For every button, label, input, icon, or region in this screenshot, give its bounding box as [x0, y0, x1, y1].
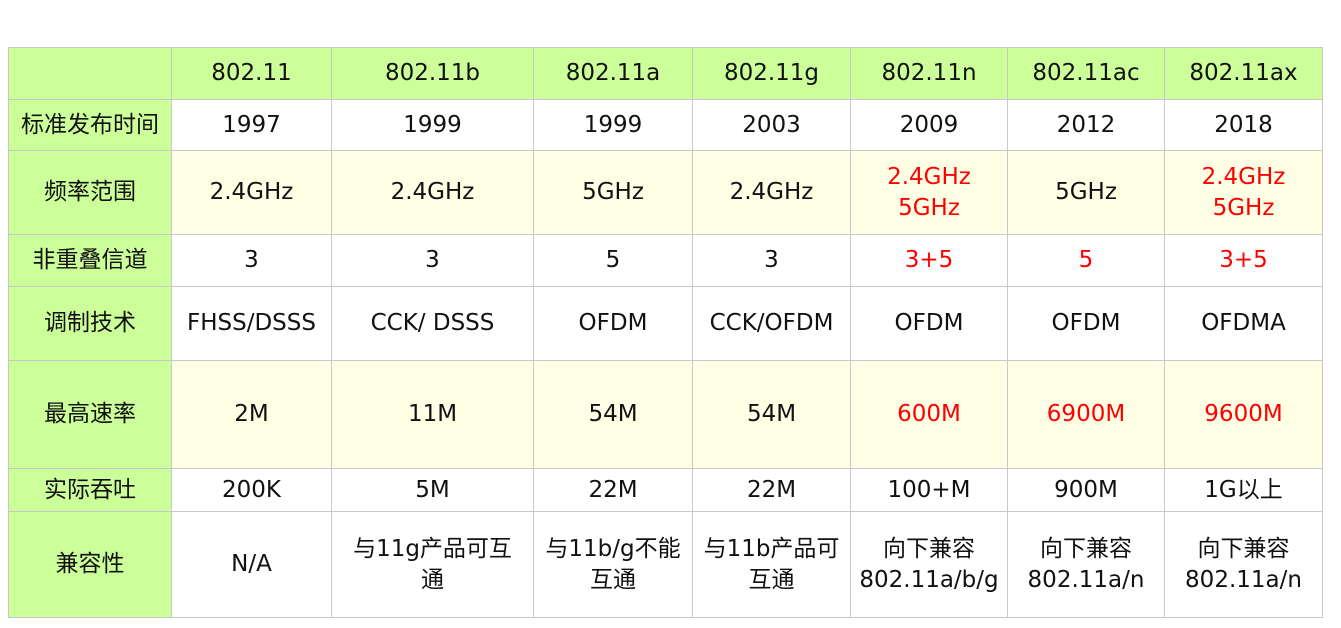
table-cell: 5GHz [1007, 150, 1165, 235]
table-cell: 5 [1007, 234, 1165, 287]
table-cell: 2018 [1164, 99, 1323, 151]
table-cell: 5 [533, 234, 693, 287]
table-cell: 11M [331, 360, 534, 469]
row-label: 标准发布时间 [8, 99, 172, 151]
row-label: 兼容性 [8, 511, 172, 618]
table-row: 最高速率 2M 11M 54M 54M 600M 6900M 9600M [8, 360, 1323, 469]
table-cell: 5M [331, 468, 534, 512]
table-row: 非重叠信道 3 3 5 3 3+5 5 3+5 [8, 234, 1323, 287]
row-label: 最高速率 [8, 360, 172, 469]
table-cell: 1999 [533, 99, 693, 151]
table-cell: 3 [171, 234, 332, 287]
table-cell: 900M [1007, 468, 1165, 512]
wifi-standards-table: 802.11 802.11b 802.11a 802.11g 802.11n 8… [8, 47, 1323, 618]
table-header-row: 802.11 802.11b 802.11a 802.11g 802.11n 8… [8, 47, 1323, 100]
table-cell: CCK/OFDM [692, 286, 851, 361]
table-row: 频率范围 2.4GHz 2.4GHz 5GHz 2.4GHz 2.4GHz 5G… [8, 150, 1323, 235]
table-cell: 1997 [171, 99, 332, 151]
header-cell: 802.11 [171, 47, 332, 100]
table-cell: 3 [331, 234, 534, 287]
table-cell: 2.4GHz [171, 150, 332, 235]
table-cell: CCK/ DSSS [331, 286, 534, 361]
table-row: 调制技术 FHSS/DSSS CCK/ DSSS OFDM CCK/OFDM O… [8, 286, 1323, 361]
table-cell: 3+5 [1164, 234, 1323, 287]
table-cell: 22M [533, 468, 693, 512]
table-cell: 2.4GHz [692, 150, 851, 235]
header-cell: 802.11a [533, 47, 693, 100]
table-row: 兼容性 N/A 与11g产品可互 通 与11b/g不能 互通 与11b产品可 互… [8, 511, 1323, 618]
table-cell: 600M [850, 360, 1008, 469]
table-cell: 向下兼容 802.11a/b/g [850, 511, 1008, 618]
table-cell: 2.4GHz [331, 150, 534, 235]
comparison-table-container: 802.11 802.11b 802.11a 802.11g 802.11n 8… [8, 47, 1323, 618]
header-cell: 802.11ax [1164, 47, 1323, 100]
table-cell: 54M [533, 360, 693, 469]
table-cell: 100+M [850, 468, 1008, 512]
table-cell: OFDM [533, 286, 693, 361]
table-cell: 1999 [331, 99, 534, 151]
table-cell: 2003 [692, 99, 851, 151]
table-cell: 9600M [1164, 360, 1323, 469]
row-label: 非重叠信道 [8, 234, 172, 287]
table-cell: 3 [692, 234, 851, 287]
row-label: 调制技术 [8, 286, 172, 361]
table-cell: 3+5 [850, 234, 1008, 287]
table-cell: N/A [171, 511, 332, 618]
table-cell: 2012 [1007, 99, 1165, 151]
table-cell: FHSS/DSSS [171, 286, 332, 361]
table-cell: OFDM [850, 286, 1008, 361]
table-cell: 向下兼容 802.11a/n [1164, 511, 1323, 618]
table-cell: 1G以上 [1164, 468, 1323, 512]
header-cell: 802.11g [692, 47, 851, 100]
table-row: 标准发布时间 1997 1999 1999 2003 2009 2012 201… [8, 99, 1323, 151]
table-cell: 2.4GHz 5GHz [1164, 150, 1323, 235]
table-cell: 与11b/g不能 互通 [533, 511, 693, 618]
table-cell: 2009 [850, 99, 1008, 151]
header-cell [8, 47, 172, 100]
table-cell: OFDMA [1164, 286, 1323, 361]
row-label: 实际吞吐 [8, 468, 172, 512]
header-cell: 802.11b [331, 47, 534, 100]
table-cell: 54M [692, 360, 851, 469]
table-cell: OFDM [1007, 286, 1165, 361]
header-cell: 802.11ac [1007, 47, 1165, 100]
row-label: 频率范围 [8, 150, 172, 235]
table-cell: 向下兼容 802.11a/n [1007, 511, 1165, 618]
table-cell: 2.4GHz 5GHz [850, 150, 1008, 235]
table-cell: 200K [171, 468, 332, 512]
table-cell: 2M [171, 360, 332, 469]
table-cell: 5GHz [533, 150, 693, 235]
table-cell: 与11g产品可互 通 [331, 511, 534, 618]
table-cell: 6900M [1007, 360, 1165, 469]
table-cell: 与11b产品可 互通 [692, 511, 851, 618]
header-cell: 802.11n [850, 47, 1008, 100]
table-row: 实际吞吐 200K 5M 22M 22M 100+M 900M 1G以上 [8, 468, 1323, 512]
table-cell: 22M [692, 468, 851, 512]
